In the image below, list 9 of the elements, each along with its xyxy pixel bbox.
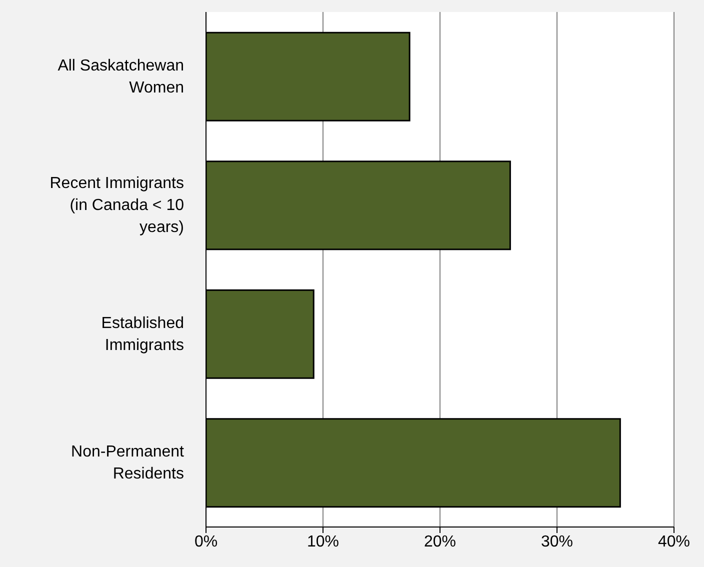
y-tick-label: All Saskatchewan Women [58,56,184,96]
x-tick-label: 30% [540,533,574,550]
x-tick-label: 20% [424,533,456,550]
x-tick-label: 40% [658,533,690,550]
x-tick-label: 10% [306,533,340,550]
y-tick-label: Established Immigrants [101,314,184,354]
y-tick-label: Recent Immigrants (in Canada < 10 years) [50,174,184,236]
y-tick-label: Non-Permanent Residents [71,443,185,482]
x-tick-label: 0% [194,533,218,550]
